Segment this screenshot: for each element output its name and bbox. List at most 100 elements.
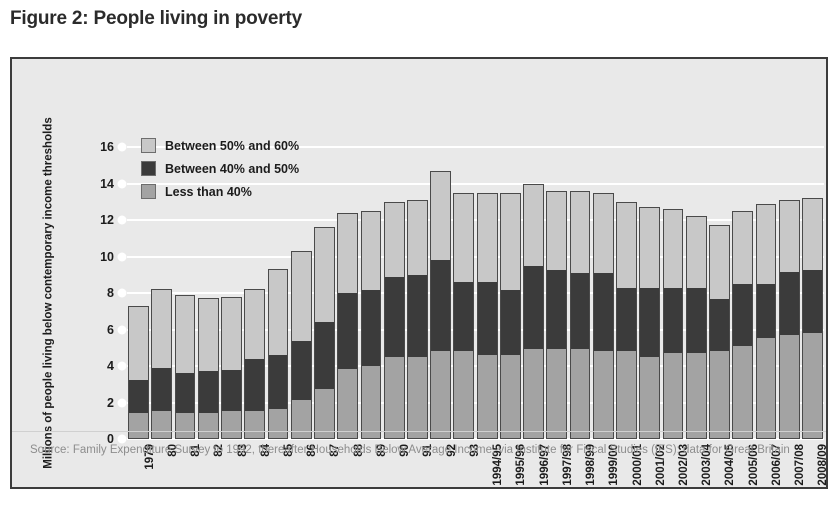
y-tick-marker-14 xyxy=(117,179,127,188)
y-tick-label-8: 8 xyxy=(107,286,114,300)
bar-segment-2000/01-2 xyxy=(617,287,636,352)
bar-85[interactable] xyxy=(267,269,289,439)
bar-93[interactable] xyxy=(453,192,475,439)
bar-segment-2006/07-3 xyxy=(756,204,776,285)
bar-1999/00[interactable] xyxy=(592,192,614,439)
bar-2007/08[interactable] xyxy=(778,199,800,439)
bar-2008/09[interactable] xyxy=(801,198,823,439)
y-tick-marker-2 xyxy=(117,398,127,407)
bar-segment-89-2 xyxy=(361,289,381,366)
bar-83[interactable] xyxy=(221,296,242,439)
bar-segment-1995/96-3 xyxy=(500,193,520,290)
bar-segment-1994/95-1 xyxy=(477,354,497,438)
bar-80[interactable] xyxy=(151,289,173,439)
bar-segment-2006/07-1 xyxy=(756,338,776,438)
y-tick-marker-8 xyxy=(117,288,127,298)
bar-segment-1995/96-1 xyxy=(500,354,520,438)
bar-segment-2002/03-1 xyxy=(663,352,683,438)
bar-segment-1998/99-1 xyxy=(570,349,590,438)
legend-item-0[interactable]: Between 50% and 60% xyxy=(141,135,299,156)
bar-segment-1979-1 xyxy=(129,412,149,438)
bar-segment-1997/98-2 xyxy=(547,269,567,350)
bar-segment-85-2 xyxy=(268,355,288,410)
bar-segment-1994/95-3 xyxy=(477,193,497,283)
bar-segment-82-3 xyxy=(198,299,218,372)
bar-1995/96[interactable] xyxy=(499,192,521,439)
bar-2000/01[interactable] xyxy=(616,201,637,439)
bar-segment-1994/95-2 xyxy=(477,282,497,355)
bar-segment-1996/97-3 xyxy=(524,184,543,266)
bar-segment-80-2 xyxy=(152,367,172,411)
y-tick-marker-16 xyxy=(117,142,127,152)
bar-84[interactable] xyxy=(244,289,266,439)
legend-label-0: Between 50% and 60% xyxy=(165,138,300,153)
bar-1997/98[interactable] xyxy=(546,190,568,439)
bar-82[interactable] xyxy=(197,298,219,439)
bar-segment-90-1 xyxy=(384,356,404,438)
bar-segment-91-2 xyxy=(408,275,427,357)
bar-segment-1999/00-1 xyxy=(593,351,613,438)
bar-segment-2005/06-2 xyxy=(733,284,753,346)
bar-2001/02[interactable] xyxy=(639,207,661,439)
bar-segment-91-3 xyxy=(408,200,427,276)
bar-1996/97[interactable] xyxy=(523,183,544,439)
bar-segment-1997/98-3 xyxy=(547,191,567,270)
bar-91[interactable] xyxy=(407,199,428,439)
bar-segment-87-2 xyxy=(315,322,334,390)
plot-area xyxy=(127,146,824,440)
bar-segment-85-3 xyxy=(268,270,288,356)
bar-2004/05[interactable] xyxy=(709,225,730,439)
bar-segment-83-1 xyxy=(222,411,241,438)
bar-segment-87-3 xyxy=(315,228,334,323)
gridline-6 xyxy=(127,328,824,331)
bar-segment-86-1 xyxy=(291,400,311,438)
y-axis-title: Millions of people living below contempo… xyxy=(40,117,58,468)
bar-86[interactable] xyxy=(290,251,312,439)
bar-segment-2004/05-3 xyxy=(710,226,729,299)
y-tick-marker-12 xyxy=(117,215,127,225)
bar-89[interactable] xyxy=(360,210,382,439)
y-tick-label-14: 14 xyxy=(100,176,114,191)
bar-1979[interactable] xyxy=(128,305,150,439)
legend-item-2[interactable]: Less than 40% xyxy=(141,181,299,202)
bar-1998/99[interactable] xyxy=(569,190,591,439)
bar-segment-92-2 xyxy=(431,260,451,352)
bar-segment-1979-2 xyxy=(129,380,149,413)
source-divider xyxy=(12,431,826,432)
bar-segment-1999/00-2 xyxy=(593,273,613,352)
bar-segment-2008/09-2 xyxy=(802,269,822,334)
bar-segment-92-3 xyxy=(431,171,451,261)
bar-segment-89-3 xyxy=(361,211,381,290)
bar-segment-86-2 xyxy=(291,340,311,401)
y-tick-marker-6 xyxy=(117,325,127,334)
bar-92[interactable] xyxy=(430,170,452,439)
bar-88[interactable] xyxy=(337,212,359,439)
y-tick-label-16: 16 xyxy=(100,140,114,154)
legend-item-1[interactable]: Between 40% and 50% xyxy=(141,158,299,179)
bar-segment-2000/01-1 xyxy=(617,351,636,438)
bar-segment-86-3 xyxy=(291,252,311,341)
bar-segment-82-2 xyxy=(198,371,218,413)
bar-2005/06[interactable] xyxy=(732,210,754,439)
y-tick-label-12: 12 xyxy=(100,213,114,227)
bar-segment-88-2 xyxy=(338,293,358,370)
bar-2003/04[interactable] xyxy=(685,216,707,439)
bar-segment-2008/09-1 xyxy=(802,333,822,438)
bar-segment-1979-3 xyxy=(129,306,149,381)
bar-segment-82-1 xyxy=(198,412,218,438)
bar-81[interactable] xyxy=(174,294,196,439)
source-note: Source: Family Expenditure Survey to 199… xyxy=(30,444,790,456)
bar-90[interactable] xyxy=(383,201,405,439)
bar-2006/07[interactable] xyxy=(755,203,777,439)
gridline-0 xyxy=(127,438,824,440)
bar-2002/03[interactable] xyxy=(662,209,684,439)
bar-1994/95[interactable] xyxy=(476,192,498,439)
bar-87[interactable] xyxy=(314,227,335,439)
bar-segment-85-1 xyxy=(268,409,288,438)
bar-segment-88-3 xyxy=(338,213,358,294)
gridline-14 xyxy=(127,182,824,185)
bar-segment-2003/04-1 xyxy=(686,352,706,438)
bar-segment-87-1 xyxy=(315,389,334,438)
chart-panel: Millions of people living below contempo… xyxy=(10,57,829,489)
bar-segment-2005/06-1 xyxy=(733,345,753,438)
